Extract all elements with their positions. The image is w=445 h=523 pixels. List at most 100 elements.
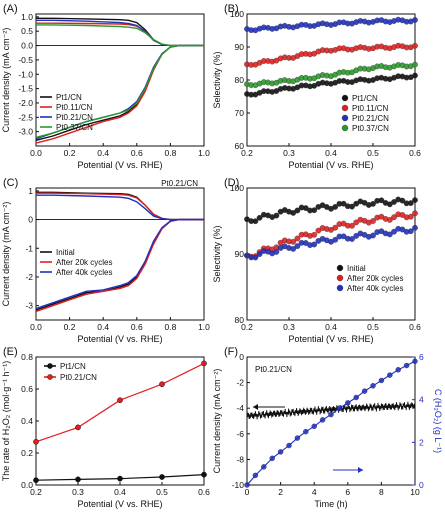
y-right-tick-label: 6 [419,352,424,362]
current-trace [246,401,416,420]
y-axis-label: Selectivity (%) [212,51,222,108]
x-tick-label: 0.6 [409,322,421,332]
y-tick-label: -10 [232,480,245,490]
data-point [412,197,418,203]
data-point [311,241,318,248]
legend-label: Pt0.11/CN [352,104,389,113]
data-point [412,358,418,364]
legend-label: After 20k cycles [56,258,112,267]
panel-label: (B) [224,3,239,15]
panel-d: (D) 0.2 0.3 0.4 0.5 0.6 80 90 100 Potential (V vs… [212,177,421,344]
data-point [290,246,297,252]
plot-frame [35,187,205,321]
x-axis-label: Potential (V vs. RHE) [288,160,373,170]
data-point [370,383,376,389]
plot-frame [246,356,416,486]
y-tick-label: -8 [236,454,244,464]
y-tick-label: 1.0 [21,12,33,22]
data-point [286,442,292,449]
data-point [311,423,317,430]
data-point [33,477,39,484]
legend-marker [336,284,344,292]
y-tick-label: -6 [236,429,244,439]
data-point [345,400,351,406]
data-point [244,482,250,488]
panel-label: (E) [3,346,18,358]
y-tick-label: 80 [235,315,245,325]
y-tick-label: 0.0 [21,480,33,490]
y-tick-label: 0.6 [21,384,33,394]
panel-annotation: Pt0.21/CN [255,365,292,374]
data-point [273,212,280,219]
legend-marker [341,114,349,122]
data-point [75,424,81,431]
x-tick-label: 10 [410,487,420,497]
y-tick-label: 0.5 [21,26,33,36]
legend-label: Pt1/CN [56,93,82,102]
y-tick-label: 0 [239,352,244,362]
y-tick-label: -2 [25,272,33,282]
legend-label: Pt0.21/CN [56,113,93,122]
x-tick-label: 0.6 [131,148,143,158]
panel-label: (F) [224,346,238,358]
concentration-line [246,360,416,486]
x-axis-label: Potential (V vs. RHE) [77,160,162,170]
y-tick-label: 100 [230,9,244,19]
x-tick-label: 0 [245,487,250,497]
legend-marker [336,274,344,282]
data-point [386,231,393,238]
data-point [349,236,355,242]
y-tick-label: 100 [230,183,244,193]
plot-frame [35,13,205,147]
data-point [412,72,418,79]
x-tick-label: 0.2 [64,322,76,332]
y-tick-label: 1 [28,186,33,196]
ring-current-line [36,24,204,47]
y-tick-label: 0.4 [21,416,33,426]
x-tick-label: 0.4 [114,487,126,497]
y-tick-label: -2 [236,378,244,388]
x-tick-label: 0.2 [64,148,76,158]
panel-label: (D) [224,177,239,189]
data-point [277,449,284,455]
data-point [201,471,207,478]
x-tick-label: 8 [379,487,384,497]
x-tick-label: 4 [312,487,317,497]
legend-label: Pt1/CN [60,362,86,371]
legend-label: Initial [56,248,75,257]
y-axis-label: Selectivity (%) [212,225,222,282]
data-point [261,464,267,470]
x-tick-label: 0.4 [325,148,337,158]
data-point [201,360,207,367]
panel-c: (C) 0.0 0.2 0.4 0.6 0.8 1.0 -3 -2 -1 0 1 Potential (… [1,177,210,344]
x-axis-label: Potential (V vs. RHE) [77,499,162,509]
data-point [256,214,263,221]
data-point [294,435,301,441]
data-point [349,203,355,210]
legend-label: Pt0.37/CN [352,124,389,133]
data-point [252,254,259,261]
data-point [391,214,397,221]
data-point [159,474,165,480]
ring-current-line [36,194,204,221]
data-point [294,243,301,249]
data-point [269,455,275,462]
data-point [252,472,259,479]
x-tick-label: 0.4 [97,148,109,158]
y-right-tick-label: 2 [419,437,424,447]
data-point [117,475,123,482]
legend-marker [341,124,349,132]
data-point [336,405,343,411]
data-point [319,417,326,423]
legend-marker [336,264,344,272]
data-point [290,238,297,245]
data-point [407,200,414,206]
x-tick-label: 6 [345,487,350,497]
data-point [332,224,339,231]
data-point [387,372,393,378]
x-tick-label: 0.2 [30,487,42,497]
y-axis-label: Current density (mA cm⁻²) [1,28,11,133]
legend-label: After 40k cycles [347,284,403,293]
data-point [412,224,418,231]
legend-label: Pt1/CN [352,94,378,103]
